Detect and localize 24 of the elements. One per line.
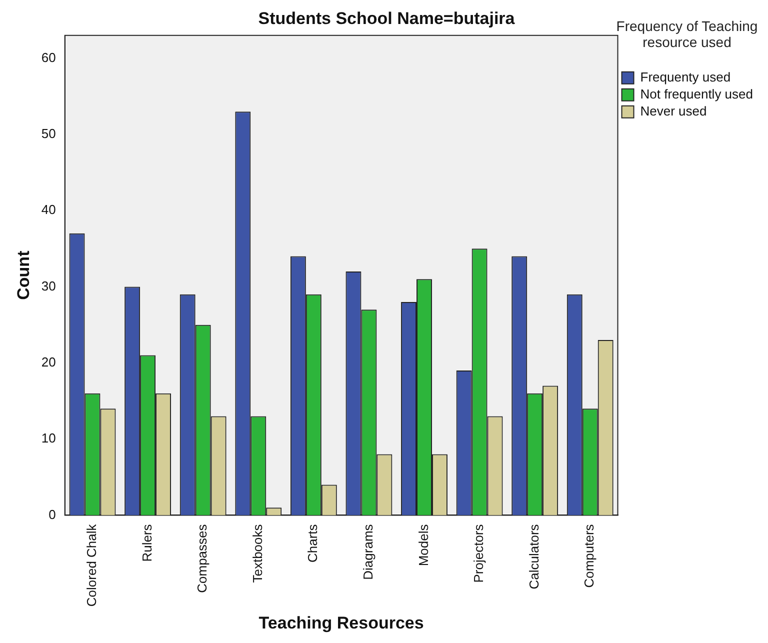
y-axis-title: Count bbox=[14, 250, 33, 300]
x-tick-label: Models bbox=[416, 524, 431, 566]
y-tick-label: 10 bbox=[41, 430, 56, 446]
x-tick-label: Calculators bbox=[526, 524, 542, 590]
x-tick-label: Charts bbox=[305, 524, 320, 563]
legend-title: Frequency of Teaching resource used bbox=[615, 18, 759, 50]
y-tick-label: 20 bbox=[41, 354, 56, 370]
y-tick-label: 60 bbox=[41, 50, 56, 65]
x-tick-label: Rulers bbox=[139, 524, 154, 562]
y-tick-label: 50 bbox=[41, 126, 56, 141]
legend-label: Never used bbox=[640, 103, 707, 118]
y-tick-label: 40 bbox=[41, 202, 56, 218]
x-tick-label: Projectors bbox=[471, 524, 486, 583]
x-tick-label: Colored Chalk bbox=[84, 524, 100, 607]
legend-label: Not frequently used bbox=[640, 86, 753, 102]
chart-title: Students School Name=butajira bbox=[258, 8, 516, 28]
y-tick-label: 0 bbox=[48, 506, 56, 522]
x-tick-label: Textbooks bbox=[250, 524, 265, 583]
y-tick-label: 30 bbox=[41, 278, 56, 294]
x-tick-label: Compasses bbox=[194, 524, 210, 593]
x-tick-label: Computers bbox=[582, 524, 597, 588]
x-axis-title: Teaching Resources bbox=[258, 613, 424, 632]
legend-label: Frequenty used bbox=[640, 69, 731, 84]
x-tick-label: Diagrams bbox=[360, 524, 376, 580]
